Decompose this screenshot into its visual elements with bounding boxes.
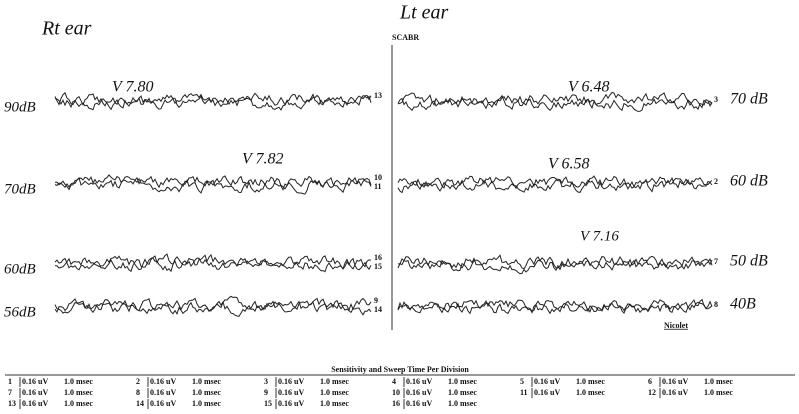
channel-number: 13 (374, 91, 382, 100)
sensitivity: 0.16 uV (278, 399, 304, 408)
channel-number: 8 (714, 300, 718, 309)
sweep-time: 1.0 msec (192, 399, 221, 408)
brand: Nicolet (664, 321, 688, 330)
waveform (397, 256, 713, 275)
waveform (397, 177, 713, 194)
sweep-time: 1.0 msec (320, 399, 349, 408)
sweep-time: 1.0 msec (576, 377, 605, 386)
sensitivity: 0.16 uV (278, 388, 304, 397)
sensitivity: 0.16 uV (278, 377, 304, 386)
sweep-time: 1.0 msec (320, 377, 349, 386)
sweep-time: 1.0 msec (448, 388, 477, 397)
left-ear-label: Rt ear (41, 18, 92, 40)
sweep-time: 1.0 msec (64, 399, 93, 408)
channel-id: 4 (392, 377, 396, 386)
sensitivity: 0.16 uV (534, 377, 560, 386)
right-level: 50 dB (730, 253, 768, 270)
right-level: 70 dB (730, 91, 768, 108)
channel-number: 9 (374, 296, 378, 305)
channel-number: 16 (374, 253, 382, 262)
channel-id: 12 (648, 388, 656, 397)
sweep-time: 1.0 msec (192, 377, 221, 386)
left-level: 70dB (4, 181, 36, 197)
channel-id: 14 (136, 399, 144, 408)
waveform (397, 300, 713, 315)
channel-id: 10 (392, 388, 400, 397)
waveform (54, 253, 372, 271)
channel-number: 7 (714, 257, 718, 266)
channel-id: 13 (8, 399, 16, 408)
test-label: SCABR (392, 33, 419, 42)
waveform (397, 91, 713, 109)
sensitivity: 0.16 uV (22, 399, 48, 408)
annotation: V 7.82 (242, 151, 283, 168)
channel-id: 5 (520, 377, 524, 386)
channel-id: 15 (264, 399, 272, 408)
waveform (54, 295, 372, 313)
right-level: 40B (730, 296, 756, 313)
channel-id: 6 (648, 377, 652, 386)
waveform (54, 176, 372, 195)
channel-number: 3 (714, 95, 718, 104)
sensitivity: 0.16 uV (534, 388, 560, 397)
sweep-time: 1.0 msec (704, 388, 733, 397)
channel-number: 2 (714, 177, 718, 186)
sensitivity: 0.16 uV (150, 399, 176, 408)
channel-id: 9 (264, 388, 268, 397)
sweep-time: 1.0 msec (64, 388, 93, 397)
left-level: 60dB (4, 261, 36, 277)
channel-number: 15 (374, 262, 382, 271)
channel-number: 10 (374, 173, 382, 182)
right-level: 60 dB (730, 173, 768, 190)
right-ear-label: Lt ear (399, 2, 449, 24)
sensitivity: 0.16 uV (662, 377, 688, 386)
channel-number: 11 (374, 182, 382, 191)
sensitivity: 0.16 uV (150, 377, 176, 386)
waveform (397, 94, 713, 112)
waveform (54, 257, 372, 273)
channel-id: 11 (520, 388, 528, 397)
sweep-time: 1.0 msec (448, 399, 477, 408)
annotation: V 6.48 (568, 79, 609, 96)
table-title: Sensitivity and Sweep Time Per Division (331, 365, 469, 374)
waveform (54, 91, 372, 109)
waveform (54, 94, 372, 111)
sensitivity: 0.16 uV (22, 388, 48, 397)
waveform (54, 300, 372, 317)
channel-id: 16 (392, 399, 400, 408)
channel-id: 1 (8, 377, 12, 386)
sweep-time: 1.0 msec (576, 388, 605, 397)
channel-id: 8 (136, 388, 140, 397)
annotation: V 6.58 (548, 156, 589, 173)
sweep-time: 1.0 msec (192, 388, 221, 397)
sweep-time: 1.0 msec (448, 377, 477, 386)
channel-id: 3 (264, 377, 268, 386)
sensitivity: 0.16 uV (406, 388, 432, 397)
left-level: 90dB (4, 99, 36, 115)
sensitivity: 0.16 uV (406, 377, 432, 386)
sweep-time: 1.0 msec (64, 377, 93, 386)
channel-number: 14 (374, 305, 382, 314)
sensitivity: 0.16 uV (150, 388, 176, 397)
sensitivity: 0.16 uV (22, 377, 48, 386)
waveform (54, 174, 372, 190)
waveform (397, 175, 713, 190)
sensitivity: 0.16 uV (662, 388, 688, 397)
channel-id: 2 (136, 377, 140, 386)
sweep-time: 1.0 msec (704, 377, 733, 386)
waveform (397, 298, 713, 314)
annotation: V 7.16 (580, 228, 619, 244)
sensitivity: 0.16 uV (406, 399, 432, 408)
sweep-time: 1.0 msec (320, 388, 349, 397)
annotation: V 7.80 (112, 79, 153, 96)
left-level: 56dB (4, 304, 36, 320)
channel-id: 7 (8, 388, 12, 397)
